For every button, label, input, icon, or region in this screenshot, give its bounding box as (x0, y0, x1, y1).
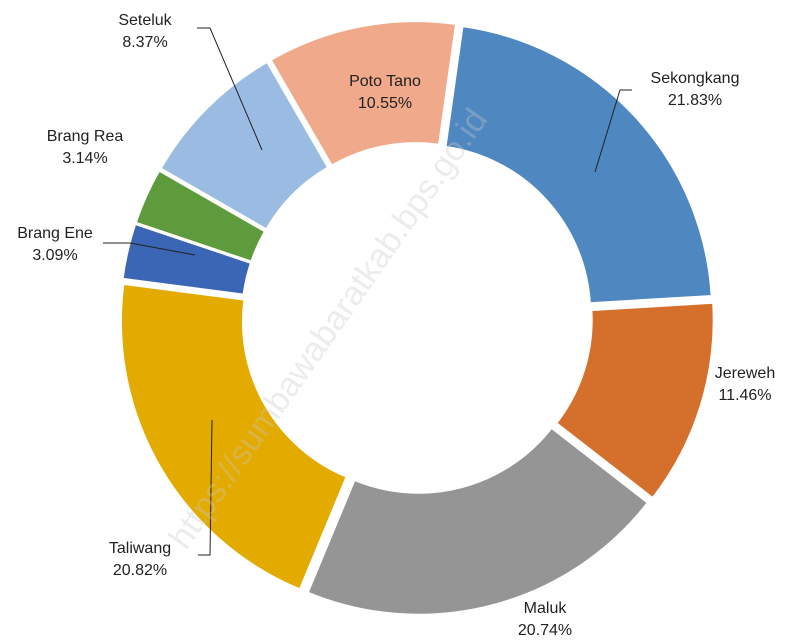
slice (444, 24, 713, 305)
category-label: Jereweh (715, 365, 775, 382)
value-label: 10.55% (358, 95, 412, 112)
slice (134, 169, 267, 263)
leader-line (197, 27, 263, 151)
category-label: Poto Tano (349, 73, 421, 90)
slice (159, 60, 330, 231)
category-label: Brang Rea (47, 128, 124, 145)
category-label: Taliwang (109, 540, 171, 557)
leader-line (198, 419, 213, 556)
donut (119, 20, 715, 616)
category-label: Seteluk (118, 12, 172, 29)
labels: Sekongkang 21.83% Jereweh 11.46% Maluk 20.74%… (17, 12, 775, 639)
value-label: 3.14% (62, 150, 107, 167)
value-label: 3.09% (32, 247, 77, 264)
category-label: Maluk (524, 600, 568, 617)
slice (121, 222, 253, 296)
value-label: 21.83% (668, 92, 722, 109)
slice (554, 301, 715, 500)
value-label: 20.82% (113, 562, 167, 579)
slice (269, 20, 458, 167)
category-label: Brang Ene (17, 225, 93, 242)
slice (119, 282, 348, 591)
leader-line (103, 242, 196, 256)
slice (306, 426, 650, 616)
category-label: Sekongkang (651, 70, 740, 87)
leader-line (594, 89, 632, 173)
value-label: 11.46% (718, 387, 771, 404)
value-label: 20.74% (518, 622, 572, 639)
value-label: 8.37% (122, 34, 167, 51)
